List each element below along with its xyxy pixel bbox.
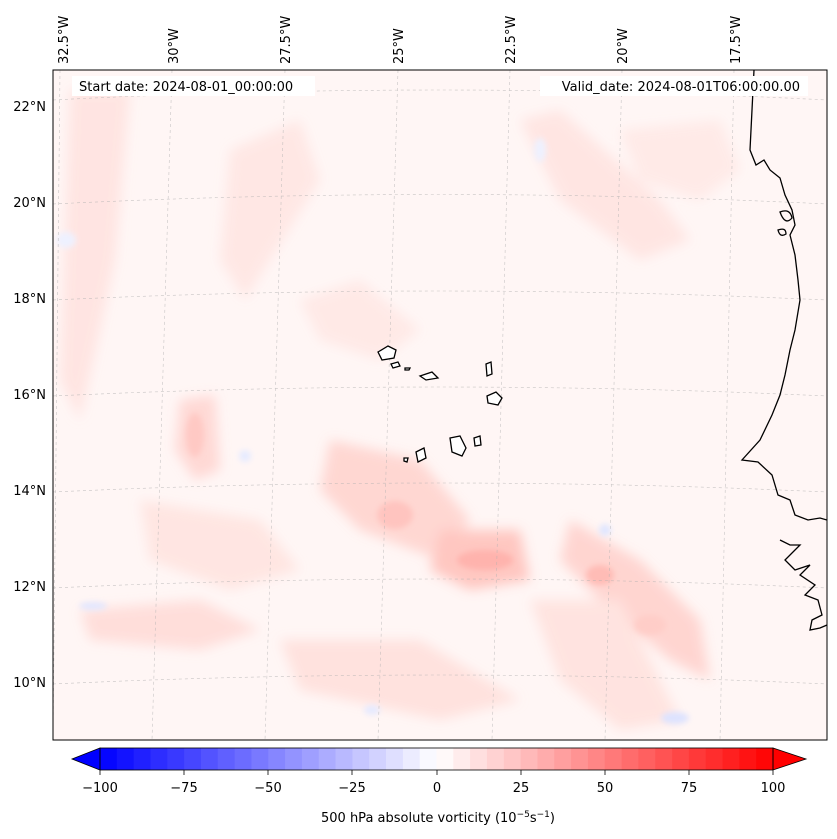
colorbar-cell <box>604 748 622 770</box>
colorbar-cell <box>234 748 252 770</box>
colorbar-cell <box>167 748 185 770</box>
lon-label: 22.5°W <box>504 16 519 64</box>
colorbar-max-extend <box>772 747 808 771</box>
colorbar-cell <box>285 748 303 770</box>
colorbar-cell <box>419 748 437 770</box>
coastline <box>740 70 827 631</box>
lat-label: 22°N <box>13 100 46 115</box>
colorbar-cell <box>453 748 471 770</box>
colorbar-ticks <box>99 770 774 775</box>
colorbar-cell <box>200 748 219 770</box>
latitude-labels: 22°N 20°N 18°N 16°N 14°N 12°N 10°N <box>13 100 46 691</box>
map-frame <box>52 69 828 741</box>
start-date-label: Start date: 2024-08-01_00:00:00 <box>79 80 293 95</box>
valid-date-box <box>540 76 808 96</box>
colorbar-cell <box>638 748 656 770</box>
colorbar-cell <box>251 748 269 770</box>
colorbar-cell <box>688 748 707 770</box>
colorbar-cell <box>217 748 235 770</box>
colorbar-cell <box>369 748 387 770</box>
colorbar-tick-labels: −100 −75 −50 −25 0 25 50 75 100 <box>82 781 785 796</box>
lon-label: 20°W <box>616 28 631 64</box>
colorbar-tick-label: 75 <box>681 781 698 796</box>
colorbar-tick-label: −50 <box>254 781 281 796</box>
colorbar-cell <box>672 748 690 770</box>
colorbar-tick-label: 0 <box>433 781 441 796</box>
colorbar-cell <box>756 748 774 770</box>
colorbar-cell <box>520 748 538 770</box>
colorbar-cell <box>537 748 555 770</box>
lon-label: 17.5°W <box>729 16 744 64</box>
lon-label: 27.5°W <box>279 16 294 64</box>
colorbar-cell <box>184 748 202 770</box>
colorbar-title: 500 hPa absolute vorticity (10−5s−1) <box>321 810 555 826</box>
colorbar-cell <box>571 748 589 770</box>
colorbar-cell <box>503 748 522 770</box>
colorbar-cell <box>402 748 421 770</box>
lon-label: 30°W <box>167 28 182 64</box>
colorbar-cell <box>705 748 723 770</box>
colorbar-tick-label: −25 <box>338 781 365 796</box>
lat-label: 10°N <box>13 676 46 691</box>
colorbar-cells <box>100 748 774 770</box>
lon-label: 25°W <box>392 28 407 64</box>
lat-label: 20°N <box>13 196 46 211</box>
colorbar-tick-label: −100 <box>82 781 118 796</box>
colorbar-cell <box>268 748 286 770</box>
colorbar-tick-label: 100 <box>761 781 786 796</box>
cape-verde-islands <box>377 345 503 463</box>
valid-date-label: Valid_date: 2024-08-01T06:00:00.00 <box>562 80 800 95</box>
colorbar-cell <box>335 748 353 770</box>
colorbar-cell <box>722 748 740 770</box>
colorbar-cell <box>318 748 336 770</box>
longitude-labels: 32.5°W 30°W 27.5°W 25°W 22.5°W 20°W 17.5… <box>57 16 744 64</box>
colorbar-cell <box>470 748 488 770</box>
lat-label: 12°N <box>13 580 46 595</box>
colorbar-cell <box>486 748 505 770</box>
start-date-box <box>72 76 315 96</box>
lat-label: 14°N <box>13 484 46 499</box>
colorbar-cell <box>655 748 673 770</box>
colorbar-cell <box>116 748 135 770</box>
colorbar-tick-label: 25 <box>513 781 530 796</box>
colorbar-cell <box>301 748 320 770</box>
colorbar-cell <box>352 748 370 770</box>
colorbar-cell <box>150 748 168 770</box>
colorbar-cell <box>587 748 606 770</box>
colorbar-min-extend <box>70 747 101 771</box>
lat-label: 16°N <box>13 388 46 403</box>
colorbar-cell <box>386 748 404 770</box>
colorbar-cell <box>436 748 454 770</box>
colorbar: −100 −75 −50 −25 0 25 50 75 100 500 hPa … <box>70 747 808 826</box>
colorbar-cell <box>621 748 639 770</box>
colorbar-cell <box>554 748 572 770</box>
vorticity-field <box>53 70 827 740</box>
colorbar-cell <box>133 748 151 770</box>
lat-label: 18°N <box>13 292 46 307</box>
map-area: Start date: 2024-08-01_00:00:00 Valid_da… <box>52 69 828 741</box>
colorbar-tick-label: 50 <box>597 781 614 796</box>
colorbar-cell <box>100 748 118 770</box>
colorbar-tick-label: −75 <box>170 781 197 796</box>
colorbar-frame <box>99 747 774 771</box>
colorbar-cell <box>739 748 757 770</box>
lon-label: 32.5°W <box>57 16 72 64</box>
